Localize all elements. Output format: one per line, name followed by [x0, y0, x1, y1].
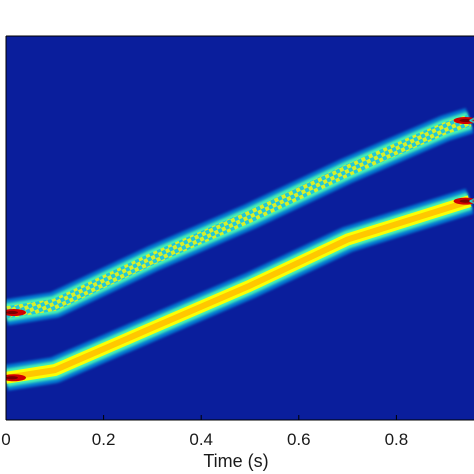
- ridge-2-hotspot-core: [459, 199, 472, 203]
- x-tick-label: 0.8: [385, 430, 409, 449]
- ridge-1: [6, 108, 474, 326]
- ridge-2-spray: [6, 377, 7, 379]
- x-tick-label: 0: [1, 430, 10, 449]
- ridge-1-band-3: [6, 114, 472, 319]
- ridge-2-spray: [6, 377, 7, 379]
- x-axis-ticks: 0 0.2 0.4 0.6 0.8: [1, 415, 408, 449]
- ridge-1-hotspot-core: [6, 310, 18, 315]
- ridge-2-band-4: [6, 198, 471, 381]
- heatmap-ridges: [6, 108, 474, 391]
- ridge-1-spray: [6, 312, 7, 314]
- ridge-1-spray: [6, 312, 7, 314]
- x-axis-label: Time (s): [203, 451, 268, 471]
- ridge-2-spray: [6, 377, 7, 378]
- ridge-1-spray: [6, 311, 7, 313]
- ridge-1-hotspot-core: [459, 118, 472, 123]
- ridge-2: [6, 188, 474, 391]
- plot-area: [5, 35, 474, 421]
- ridge-1-spray: [6, 311, 7, 313]
- x-tick-label: 0.6: [287, 430, 311, 449]
- x-tick-label: 0.2: [92, 430, 116, 449]
- ridge-2-spray: [6, 377, 7, 378]
- ridge-2-hotspot-core: [6, 376, 18, 380]
- x-tick-label: 0.4: [189, 430, 213, 449]
